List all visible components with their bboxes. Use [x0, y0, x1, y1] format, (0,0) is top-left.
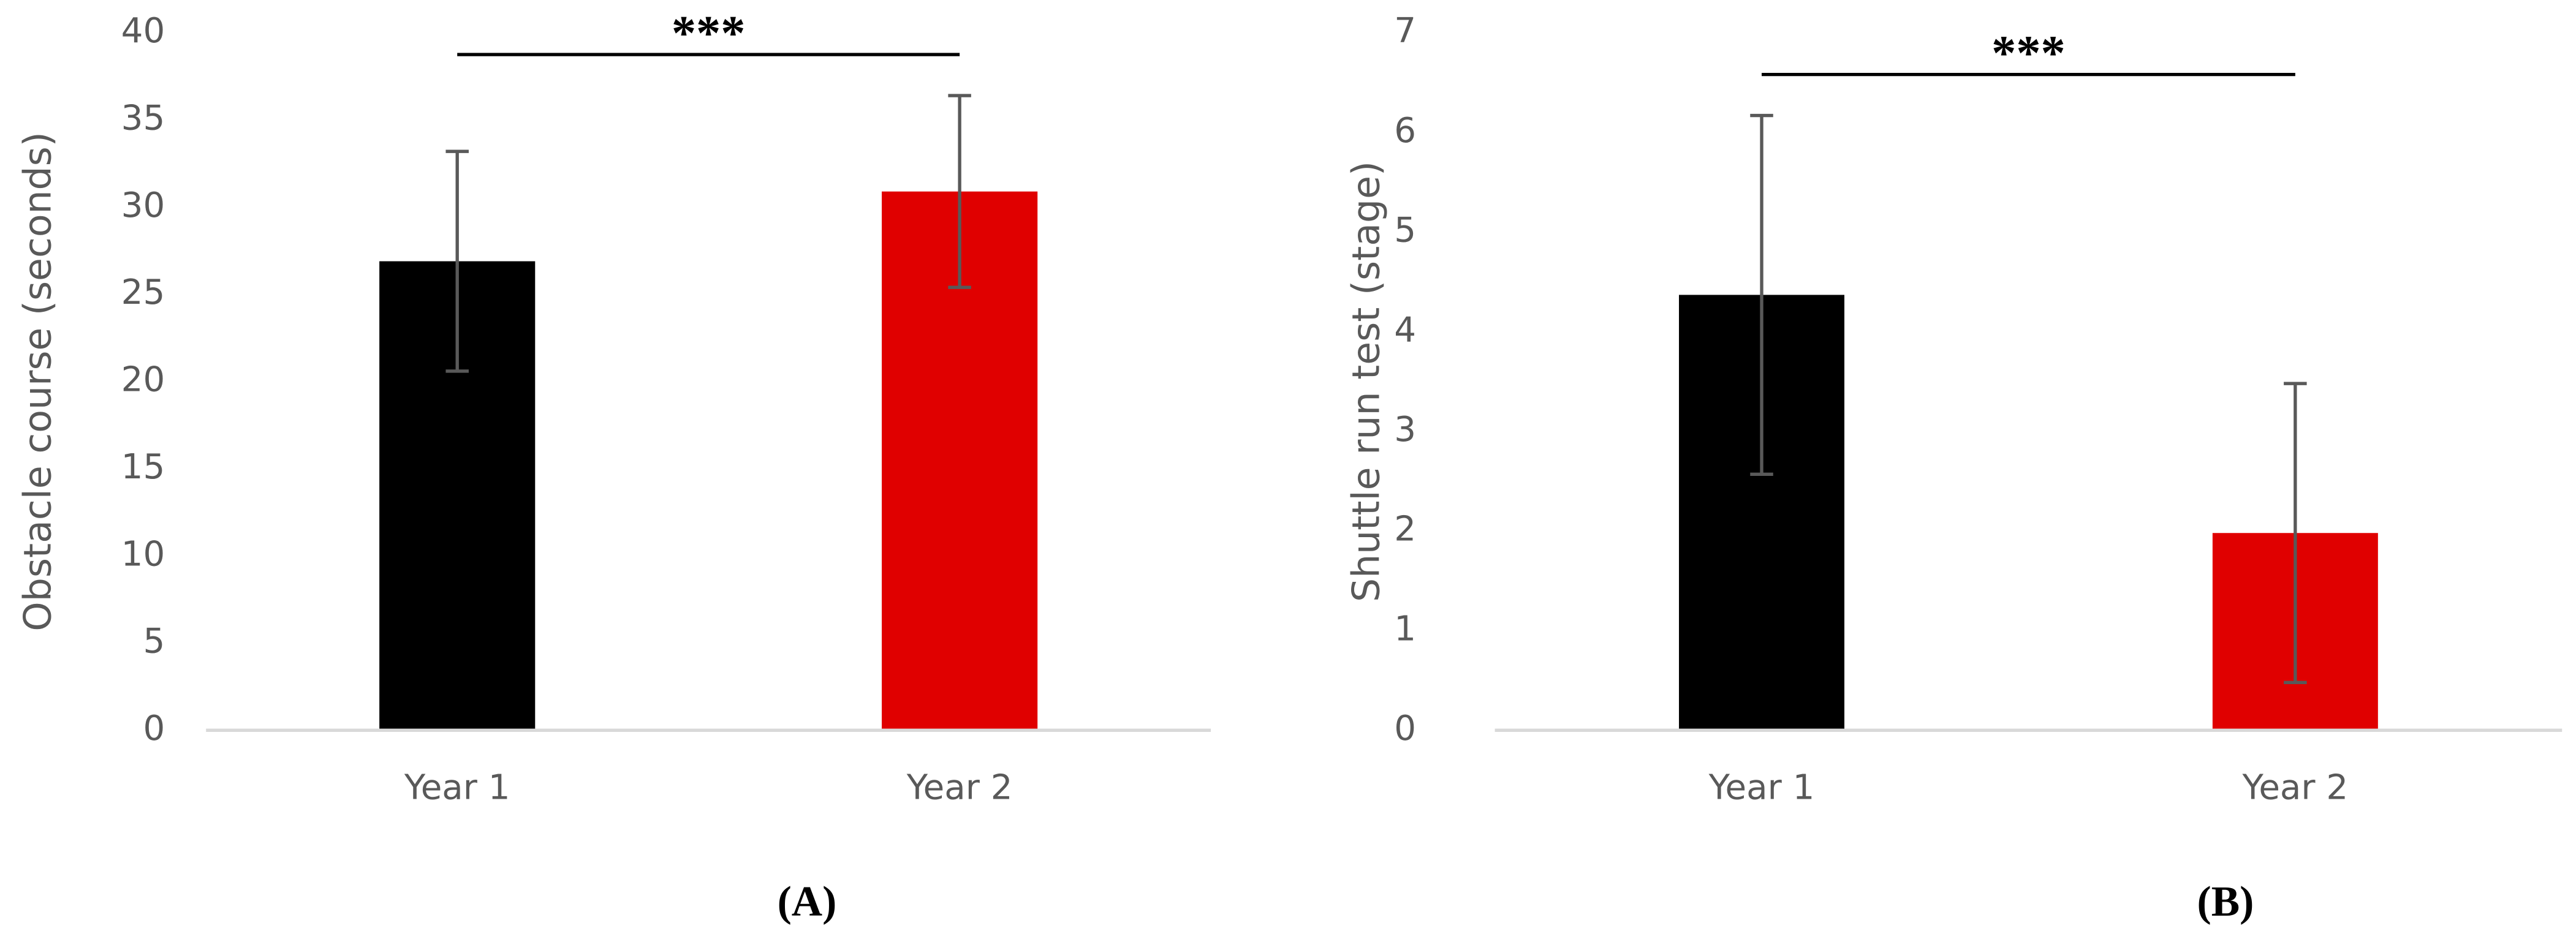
y-axis-title: Obstacle course (seconds) [16, 132, 60, 631]
y-tick-label: 3 [1394, 410, 1416, 450]
x-tick-label: Year 1 [404, 767, 510, 807]
y-tick-label: 1 [1394, 609, 1416, 649]
y-tick-label: 2 [1394, 510, 1416, 549]
y-tick-label: 6 [1394, 111, 1416, 151]
error-bar [948, 94, 971, 289]
y-tick-label: 0 [143, 709, 165, 748]
y-tick-label: 5 [1394, 211, 1416, 251]
error-bar [2284, 382, 2307, 684]
panel-label: (A) [778, 878, 837, 925]
x-tick-label: Year 2 [906, 767, 1013, 807]
panel-label: (B) [2197, 878, 2254, 925]
y-tick-label: 4 [1394, 310, 1416, 350]
x-tick-label: Year 1 [1708, 767, 1815, 807]
y-tick-label: 10 [121, 534, 165, 574]
y-tick-label: 25 [121, 273, 165, 312]
y-tick-label: 7 [1394, 11, 1416, 51]
y-tick-label: 30 [121, 186, 165, 225]
error-bar [445, 149, 469, 373]
y-tick-label: 35 [121, 99, 165, 138]
y-tick-label: 5 [143, 622, 165, 661]
y-tick-label: 40 [121, 11, 165, 51]
significance-label: *** [672, 6, 746, 61]
x-tick-label: Year 2 [2241, 767, 2348, 807]
y-tick-label: 15 [121, 447, 165, 487]
y-tick-label: 20 [121, 360, 165, 400]
y-axis-title: Shuttle run test (stage) [1344, 161, 1388, 602]
y-tick-label: 0 [1394, 709, 1416, 748]
significance-label: *** [1991, 26, 2066, 80]
error-bar [1750, 113, 1773, 476]
